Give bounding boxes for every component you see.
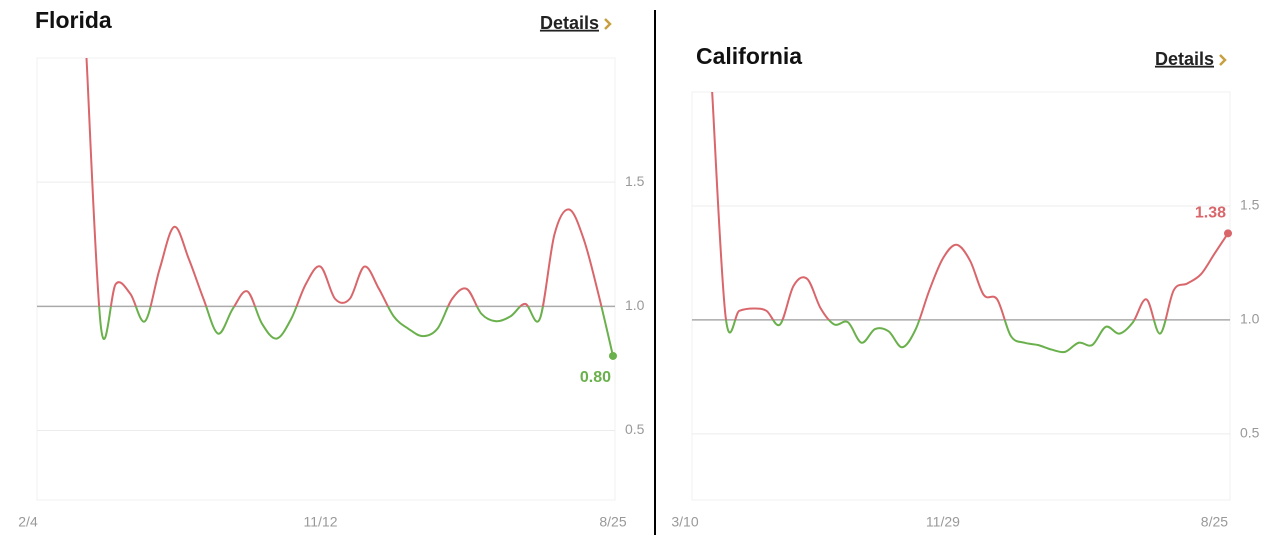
end-point bbox=[1224, 229, 1232, 238]
plot-frame bbox=[691, 91, 1231, 501]
details-link[interactable]: Details bbox=[1155, 49, 1214, 69]
chevron bbox=[604, 18, 612, 30]
chart-title: Florida bbox=[35, 7, 112, 33]
y-tick-label: 1.5 bbox=[625, 173, 645, 189]
y-tick-label: 0.5 bbox=[1240, 425, 1260, 441]
x-tick-label: 11/29 bbox=[926, 514, 960, 530]
chart-title: California bbox=[696, 43, 802, 69]
x-tick-label: 8/25 bbox=[1201, 514, 1228, 530]
line bbox=[711, 91, 1229, 354]
line bbox=[85, 57, 614, 357]
chevron bbox=[1219, 54, 1227, 66]
x-tick-label: 3/10 bbox=[671, 514, 698, 530]
details-link[interactable]: Details bbox=[540, 13, 599, 33]
y-tick-label: 1.5 bbox=[1240, 197, 1260, 213]
plot-frame bbox=[36, 57, 616, 501]
end-point bbox=[609, 351, 617, 360]
x-tick-label: 2/4 bbox=[18, 514, 38, 530]
value-label: 0.80 bbox=[580, 369, 611, 386]
x-tick-label: 8/25 bbox=[599, 514, 626, 530]
y-tick-label: 1.0 bbox=[625, 297, 645, 313]
value-label: 1.38 bbox=[1195, 205, 1226, 222]
x-tick-label: 11/12 bbox=[304, 514, 338, 530]
y-tick-label: 1.0 bbox=[1240, 311, 1260, 327]
y-tick-label: 0.5 bbox=[625, 421, 645, 437]
